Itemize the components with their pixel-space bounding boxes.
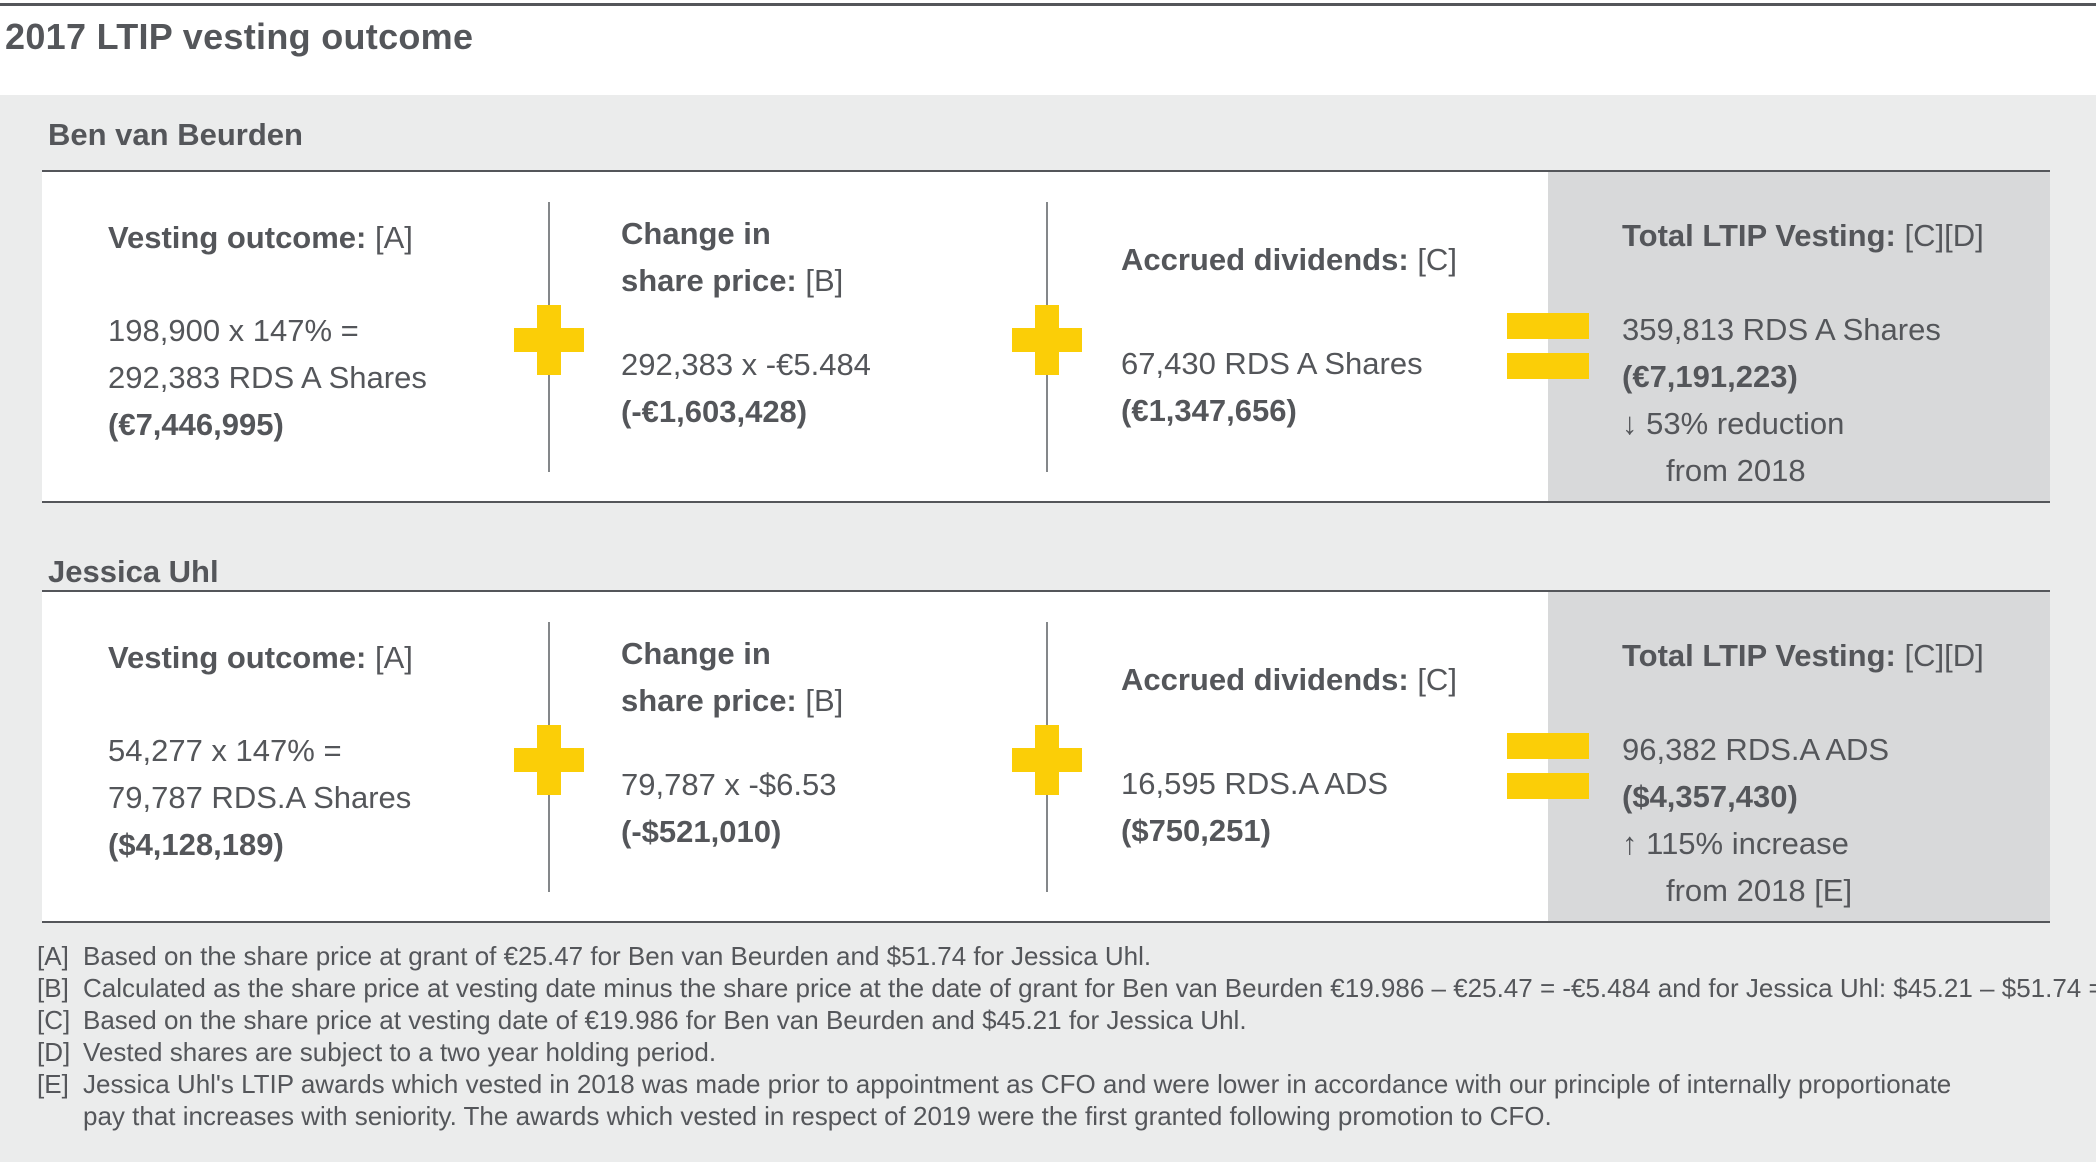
accrued-values: 67,430 RDS A Shares (€1,347,656): [1121, 340, 1561, 434]
vesting-outcome-values: 198,900 x 147% = 292,383 RDS A Shares (€…: [108, 307, 538, 448]
footnotes: [A] Based on the share price at grant of …: [37, 940, 2096, 1132]
change-heading-line2: share price: [B]: [621, 683, 844, 718]
vesting-outcome-block: Vesting outcome: [A] 198,900 x 147% = 29…: [108, 214, 538, 448]
footnote-d: [D] Vested shares are subject to a two ye…: [37, 1037, 717, 1067]
total-ltip-vesting-block: Total LTIP Vesting: [C][D] 359,813 RDS A…: [1622, 212, 2052, 494]
change-arrow-icon: ↓: [1622, 406, 1638, 441]
change-heading-line1: Change in: [621, 216, 771, 251]
figure-background: Ben van Beurden Vesting outcome: [A] 198…: [0, 95, 2096, 1162]
footnote-b: [B] Calculated as the share price at vest…: [37, 973, 2096, 1003]
change-share-price-block: Change in share price: [B] 79,787 x -$6.…: [621, 630, 1051, 855]
vesting-outcome-heading: Vesting outcome: [A]: [108, 220, 413, 255]
footnote-e-line1: [E] Jessica Uhl's LTIP awards which veste…: [37, 1069, 1952, 1099]
accrued-values: 16,595 RDS.A ADS ($750,251): [1121, 760, 1561, 854]
calc-line: 292,383 RDS A Shares: [108, 360, 427, 395]
value-line: (-€1,603,428): [621, 394, 808, 429]
change-heading-line2: share price: [B]: [621, 263, 844, 298]
calc-line: 198,900 x 147% =: [108, 313, 359, 348]
value-line: (€7,446,995): [108, 407, 284, 442]
value-line: ($4,128,189): [108, 827, 284, 862]
total-value-line: ($4,357,430): [1622, 779, 1798, 814]
calc-line: 79,787 x -$6.53: [621, 767, 837, 802]
total-change-line2: from 2018: [1666, 453, 1806, 488]
calc-line: 79,787 RDS.A Shares: [108, 780, 412, 815]
section-title-ben: Ben van Beurden: [48, 117, 303, 152]
equals-icon: [1507, 313, 1589, 379]
total-panel-ben: [1548, 172, 2050, 501]
accrued-dividends-block: Accrued dividends: [C] 67,430 RDS A Shar…: [1121, 236, 1561, 434]
footnote-c: [C] Based on the share price at vesting d…: [37, 1005, 1247, 1035]
total-ltip-vesting-block: Total LTIP Vesting: [C][D] 96,382 RDS.A …: [1622, 632, 2052, 914]
plus-icon: [1012, 725, 1082, 795]
total-values: 96,382 RDS.A ADS ($4,357,430) ↑ 115% inc…: [1622, 726, 2052, 914]
vesting-outcome-heading: Vesting outcome: [A]: [108, 640, 413, 675]
equals-icon: [1507, 733, 1589, 799]
total-value-line: (€7,191,223): [1622, 359, 1798, 394]
card-ben: Vesting outcome: [A] 198,900 x 147% = 29…: [42, 170, 2050, 503]
value-line: ($750,251): [1121, 813, 1271, 848]
total-heading: Total LTIP Vesting: [C][D]: [1622, 638, 1984, 673]
total-panel-jessica: [1548, 592, 2050, 921]
accrued-heading: Accrued dividends: [C]: [1121, 242, 1457, 277]
section-title-jessica: Jessica Uhl: [48, 554, 219, 589]
page-title: 2017 LTIP vesting outcome: [5, 16, 474, 57]
accrued-heading: Accrued dividends: [C]: [1121, 662, 1457, 697]
total-change-line: ↑ 115% increase: [1622, 820, 2052, 867]
vesting-outcome-values: 54,277 x 147% = 79,787 RDS.A Shares ($4,…: [108, 727, 538, 868]
change-heading-line1: Change in: [621, 636, 771, 671]
change-values: 292,383 x -€5.484 (-€1,603,428): [621, 341, 1051, 435]
vesting-outcome-block: Vesting outcome: [A] 54,277 x 147% = 79,…: [108, 634, 538, 868]
footnote-a: [A] Based on the share price at grant of …: [37, 941, 1152, 971]
total-change-line: ↓ 53% reduction: [1622, 400, 2052, 447]
calc-line: 67,430 RDS A Shares: [1121, 346, 1423, 381]
accrued-dividends-block: Accrued dividends: [C] 16,595 RDS.A ADS …: [1121, 656, 1561, 854]
value-line: (-$521,010): [621, 814, 782, 849]
change-share-price-block: Change in share price: [B] 292,383 x -€5…: [621, 210, 1051, 435]
total-shares-line: 96,382 RDS.A ADS: [1622, 732, 1890, 767]
change-values: 79,787 x -$6.53 (-$521,010): [621, 761, 1051, 855]
plus-icon: [514, 305, 584, 375]
change-arrow-icon: ↑: [1622, 826, 1638, 861]
card-jessica: Vesting outcome: [A] 54,277 x 147% = 79,…: [42, 590, 2050, 923]
plus-icon: [1012, 305, 1082, 375]
top-rule: [0, 3, 2096, 6]
plus-icon: [514, 725, 584, 795]
total-shares-line: 359,813 RDS A Shares: [1622, 312, 1941, 347]
value-line: (€1,347,656): [1121, 393, 1297, 428]
calc-line: 292,383 x -€5.484: [621, 347, 871, 382]
total-values: 359,813 RDS A Shares (€7,191,223) ↓ 53% …: [1622, 306, 2052, 494]
total-change-line2: from 2018 [E]: [1666, 873, 1853, 908]
calc-line: 54,277 x 147% =: [108, 733, 342, 768]
total-change-text: 115% increase: [1646, 826, 1849, 861]
calc-line: 16,595 RDS.A ADS: [1121, 766, 1389, 801]
total-heading: Total LTIP Vesting: [C][D]: [1622, 218, 1984, 253]
footnote-e-line2: pay that increases with seniority. The a…: [83, 1101, 1552, 1131]
total-change-text: 53% reduction: [1646, 406, 1845, 441]
